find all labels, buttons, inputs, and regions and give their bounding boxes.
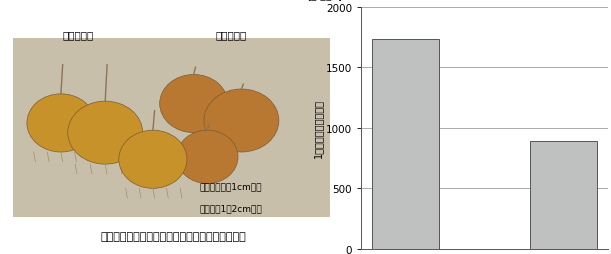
Bar bbox=[13, 39, 330, 217]
Ellipse shape bbox=[119, 131, 187, 188]
Ellipse shape bbox=[159, 75, 228, 133]
Ellipse shape bbox=[68, 102, 142, 165]
Ellipse shape bbox=[27, 94, 95, 152]
Bar bbox=[373, 40, 439, 249]
Ellipse shape bbox=[177, 131, 238, 184]
Text: 【調製前】: 【調製前】 bbox=[62, 30, 93, 40]
Ellipse shape bbox=[204, 90, 279, 152]
Bar bbox=[530, 141, 597, 249]
Text: 【調製後】: 【調製後】 bbox=[216, 30, 247, 40]
Y-axis label: 1時間当たり処理回数: 1時間当たり処理回数 bbox=[313, 99, 323, 158]
Text: 围３　調製前後のたまねぎ（品種「ターザン」）: 围３ 調製前後のたまねぎ（品種「ターザン」） bbox=[100, 231, 246, 241]
Text: 葉は1～2cm程度: 葉は1～2cm程度 bbox=[200, 203, 263, 212]
Text: 適切り：根は1cm以内: 適切り：根は1cm以内 bbox=[200, 182, 263, 191]
